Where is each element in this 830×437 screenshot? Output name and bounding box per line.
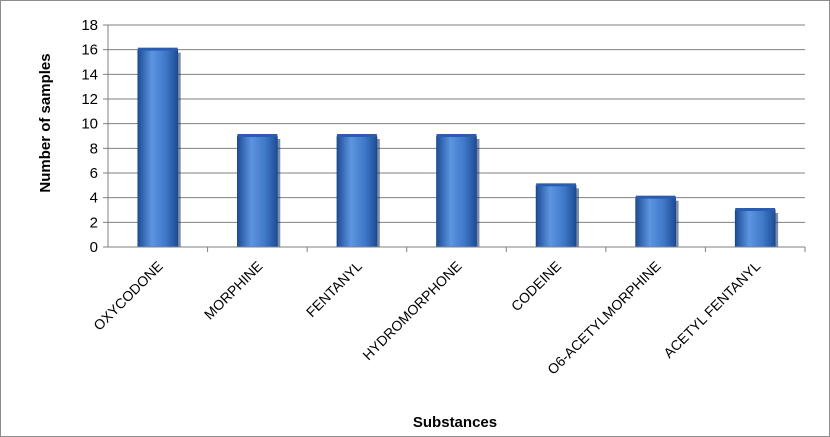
x-tick-label: CODEINE <box>508 258 564 314</box>
bar-top-cap <box>635 195 676 199</box>
y-tick-labels: 0 2 4 6 8 10 12 14 16 18 <box>81 17 98 256</box>
bar <box>635 197 676 248</box>
x-tick-label: HYDROMORPHONE <box>359 258 464 363</box>
bar <box>436 135 477 248</box>
x-tick-label: FENTANYL <box>303 258 365 320</box>
y-tick-label: 0 <box>90 239 98 256</box>
bar-top-cap <box>536 183 576 187</box>
bar-top-cap <box>237 134 278 137</box>
y-tick-label: 8 <box>90 140 98 157</box>
bar <box>734 209 776 248</box>
x-axis-title: Substances <box>413 414 497 431</box>
bar-top-cap <box>337 134 377 137</box>
y-tick-label: 12 <box>81 91 98 108</box>
y-tick-label: 18 <box>81 17 98 34</box>
y-tick-label: 2 <box>90 214 98 231</box>
bars <box>137 47 779 248</box>
y-tick-label: 6 <box>90 165 98 182</box>
bar-top-cap <box>735 208 776 211</box>
x-tick-label: MORPHINE <box>201 258 266 323</box>
y-tick-label: 10 <box>81 116 98 133</box>
y-tick-label: 16 <box>81 42 98 59</box>
x-tick-label: ACETYL FENTANYL <box>660 258 763 361</box>
y-tick-label: 4 <box>90 190 98 207</box>
x-tick-label: O6-ACETYLMORPHINE <box>544 258 664 378</box>
bar <box>336 135 378 248</box>
axes <box>103 24 806 252</box>
x-tick-label: OXYCODONE <box>90 258 166 334</box>
bar-top-cap <box>436 134 477 137</box>
bar-top-cap <box>137 47 178 51</box>
bar <box>237 135 278 248</box>
bar <box>137 49 179 248</box>
y-tick-label: 14 <box>81 66 98 83</box>
gridlines <box>108 24 805 223</box>
bar <box>535 184 577 248</box>
y-axis-title: Number of samples <box>37 53 54 192</box>
